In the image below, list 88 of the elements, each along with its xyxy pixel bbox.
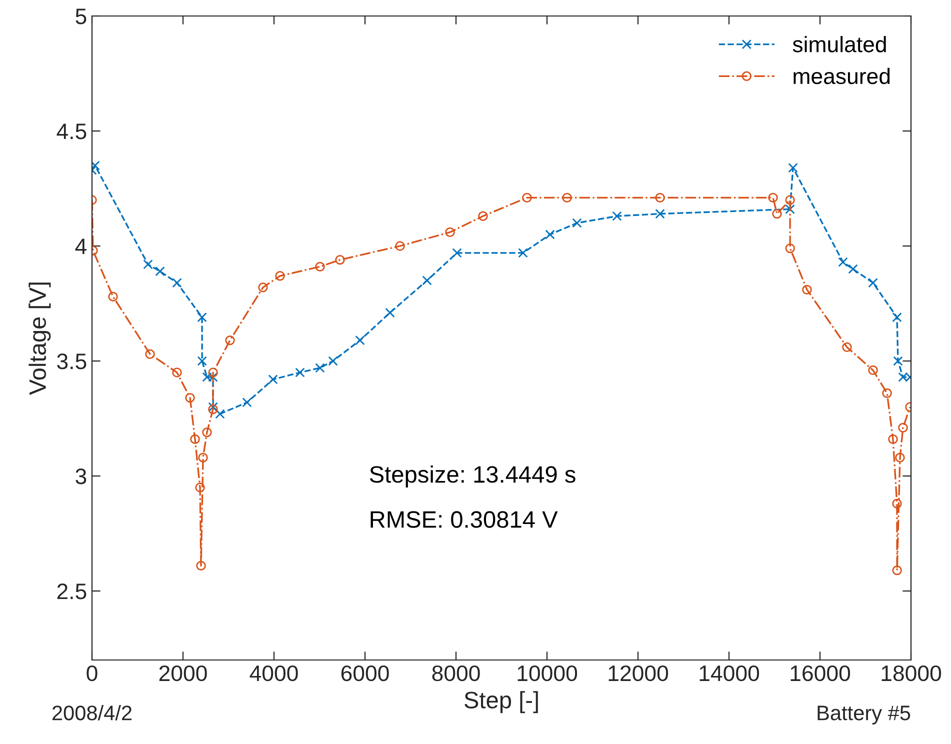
point: [202, 427, 212, 438]
point: [785, 243, 795, 254]
point: [893, 356, 903, 366]
point: [422, 276, 432, 286]
point: [242, 398, 252, 408]
point: [145, 349, 155, 359]
point: [655, 192, 665, 203]
point: [172, 278, 182, 288]
point: [868, 278, 878, 288]
point: [172, 368, 182, 378]
point: [275, 271, 285, 281]
point: [562, 192, 572, 203]
point: [196, 560, 206, 571]
point: [208, 368, 218, 378]
point: [445, 227, 455, 238]
point: [143, 260, 153, 270]
point: [108, 292, 118, 302]
point: [522, 192, 532, 203]
point: [225, 335, 235, 346]
y-tick-label: 4.5: [56, 124, 86, 140]
y-tick-label: 3: [76, 468, 86, 484]
point: [882, 388, 892, 398]
text: 2008/4/2: [52, 705, 132, 720]
point: [315, 363, 325, 373]
text: Battery #5: [818, 706, 910, 724]
point: [208, 402, 218, 412]
y-tick-label: 5: [76, 8, 86, 24]
point: [197, 356, 207, 366]
point: [395, 241, 405, 251]
point: [768, 192, 778, 203]
x-tick-label: 8000: [432, 665, 480, 682]
point: [185, 392, 195, 403]
x-tick-label: 0: [86, 665, 98, 682]
point: [155, 266, 165, 276]
point: [838, 257, 848, 267]
point: [208, 404, 218, 414]
x-tick-label: 14000: [700, 665, 760, 682]
point: [785, 204, 795, 214]
point: [895, 452, 905, 462]
point: [335, 254, 345, 265]
x-tick-label: 18000: [882, 665, 942, 682]
y-axis-title: Voltage [V]: [28, 282, 51, 395]
x-tick-label: 10000: [518, 665, 578, 682]
x-tick-label: 16000: [790, 665, 850, 682]
point: [785, 195, 795, 205]
point: [198, 452, 208, 462]
point: [385, 308, 395, 318]
point: [328, 356, 338, 366]
point: [518, 248, 528, 258]
y-tick-label: 2.5: [57, 584, 86, 600]
point: [295, 368, 305, 378]
x-tick-label: 2000: [159, 665, 207, 682]
x-tick-label: 4000: [250, 665, 298, 682]
point: [892, 498, 902, 508]
point: [898, 422, 908, 433]
point: [892, 312, 902, 322]
point: [452, 248, 462, 258]
point: [572, 218, 582, 228]
point: [268, 374, 278, 384]
x-tick-label: 12000: [608, 665, 668, 682]
point: [190, 434, 200, 444]
point: [258, 282, 268, 292]
point: [315, 262, 325, 272]
x-tick-label: 6000: [341, 665, 389, 682]
y-tick-label: 3.5: [57, 354, 86, 370]
point: [842, 342, 852, 352]
point: [772, 208, 782, 219]
point: [612, 211, 622, 221]
point: [848, 264, 858, 274]
annotation: RMSE: 0.30814 V: [370, 511, 558, 528]
legend-label: simulated: [792, 36, 886, 52]
y-tick-label: 4: [75, 238, 86, 254]
point: [197, 312, 207, 322]
point: [868, 365, 878, 376]
point: [478, 211, 488, 221]
point: [655, 208, 665, 219]
point: [215, 409, 225, 419]
point: [788, 162, 798, 173]
point: [545, 230, 555, 240]
point: [802, 284, 812, 295]
x-axis-title: Step [-]: [464, 691, 538, 714]
point: [888, 434, 898, 444]
annotation: Stepsize: 13.4449 s: [370, 465, 576, 488]
point: [355, 335, 365, 346]
point: [898, 372, 908, 382]
point: [892, 565, 902, 576]
point: [195, 482, 205, 492]
legend-label: measured: [794, 68, 890, 84]
